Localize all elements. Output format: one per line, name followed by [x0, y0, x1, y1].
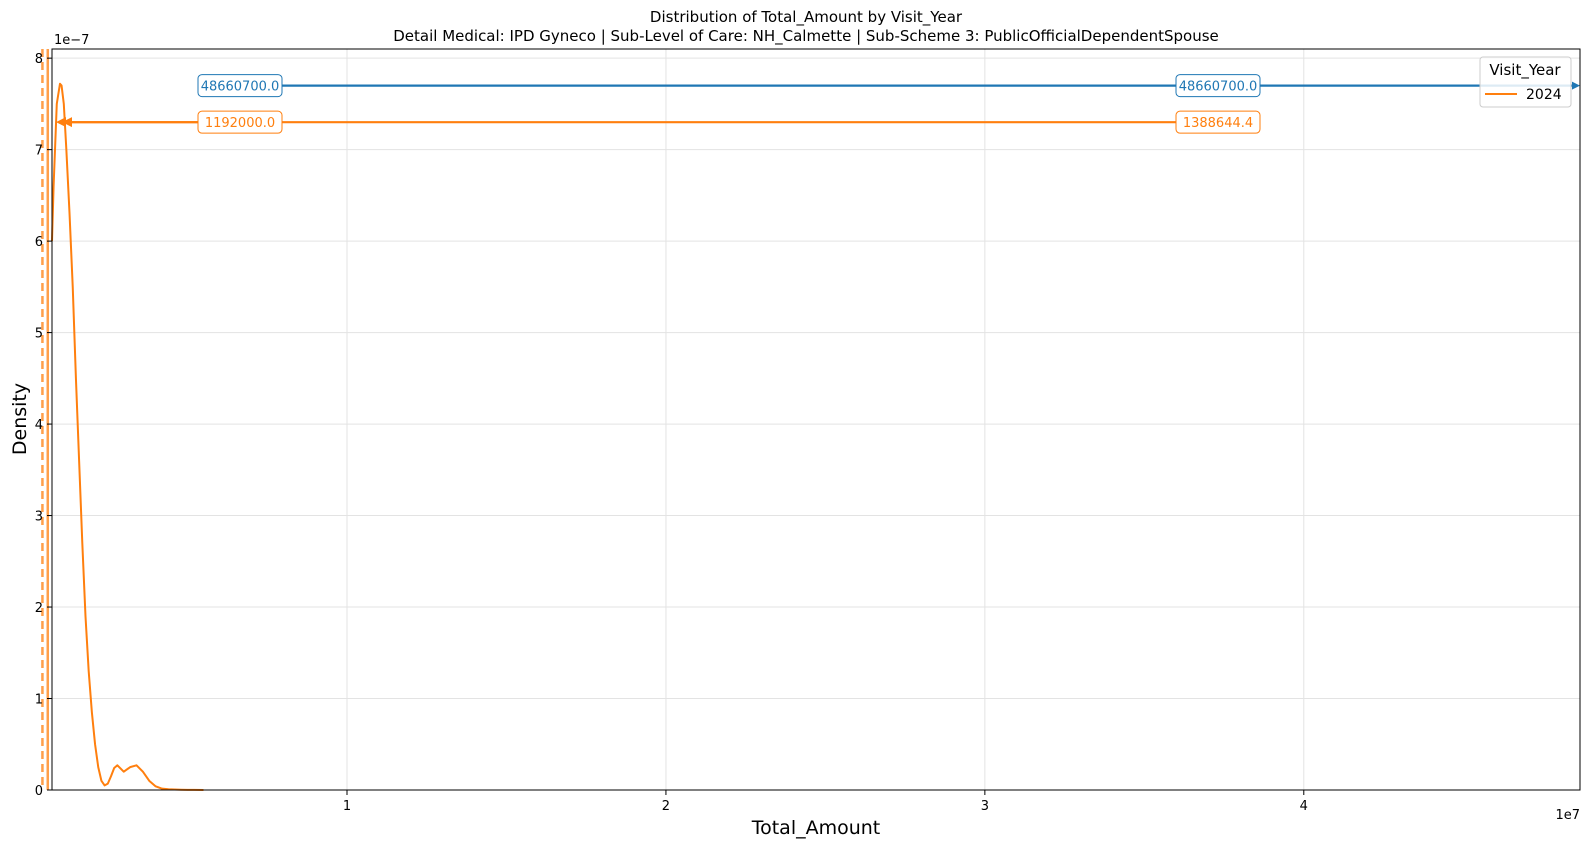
annotation-label: 1192000.0	[205, 116, 275, 131]
y-offset-label: 1e−7	[54, 33, 89, 48]
series-line-2024	[51, 82, 204, 791]
annotation-box	[1175, 110, 1261, 134]
chart-title: Distribution of Total_Amount by Visit_Ye…	[650, 8, 963, 27]
range-arrowhead	[56, 117, 66, 128]
x-axis-ticks: 1 2 3 4	[343, 790, 1308, 814]
y-tick-label: 8	[35, 52, 43, 67]
y-tick-label: 2	[35, 601, 43, 616]
legend-entry-2024: 2024	[1526, 87, 1562, 103]
reference-lines	[41, 49, 50, 790]
annotation-label: 48660700.0	[201, 80, 280, 95]
legend-title: Visit_Year	[1489, 61, 1561, 80]
range-arrowhead	[1572, 81, 1580, 90]
x-offset-label: 1e7	[1555, 808, 1580, 823]
y-tick-label: 6	[35, 235, 43, 250]
x-tick-label: 2	[662, 799, 670, 814]
y-tick-label: 3	[35, 510, 43, 525]
y-tick-label: 1	[35, 693, 43, 708]
x-tick-label: 4	[1300, 799, 1308, 814]
y-tick-label: 4	[35, 418, 43, 433]
annotation-label: 1388644.4	[1183, 116, 1253, 131]
y-tick-label: 7	[35, 144, 43, 159]
density-series	[51, 82, 204, 791]
x-tick-label: 1	[343, 799, 351, 814]
y-tick-label: 5	[35, 327, 43, 342]
annotation-box	[1175, 74, 1261, 98]
annotation-box	[197, 110, 283, 134]
x-tick-label: 3	[981, 799, 989, 814]
plot-frame	[51, 48, 1581, 791]
chart-subtitle: Detail Medical: IPD Gyneco | Sub-Level o…	[393, 27, 1219, 46]
legend: Visit_Year 2024	[1479, 56, 1572, 108]
range-annotations: 48660700.0 48660700.0 1192000.0 1388644.4	[56, 74, 1580, 134]
annotation-label: 48660700.0	[1179, 80, 1258, 95]
x-axis-label: Total_Amount	[751, 817, 881, 839]
annotation-box	[197, 74, 283, 98]
y-axis-ticks: 0 1 2 3 4 5 6 7 8	[35, 52, 52, 799]
y-axis-label: Density	[9, 383, 31, 455]
grid-lines	[52, 49, 1580, 791]
y-tick-label: 0	[35, 784, 43, 799]
